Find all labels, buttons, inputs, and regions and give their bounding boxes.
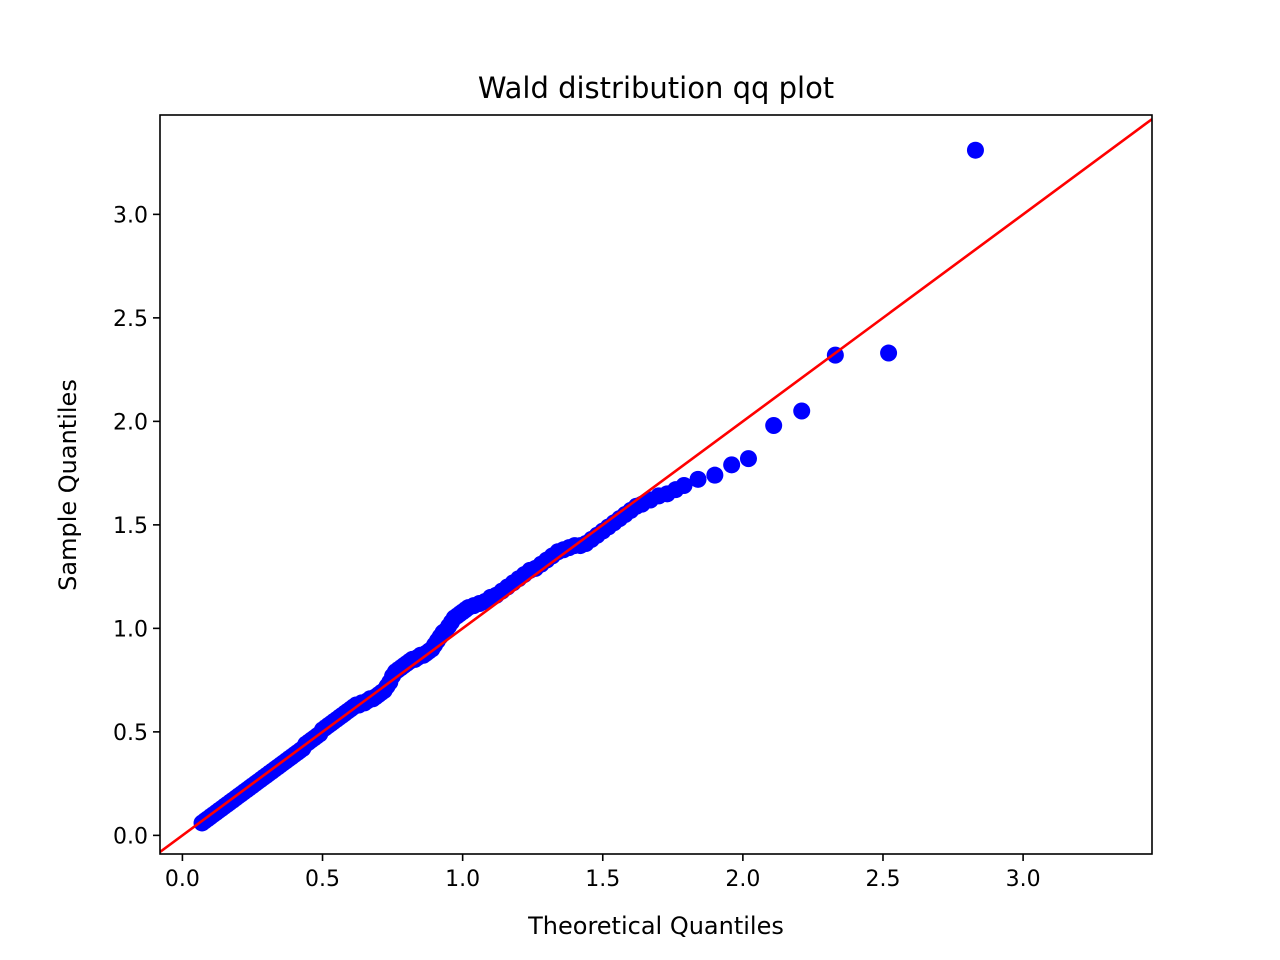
reference-line: [160, 118, 1152, 853]
y-tick-label: 2.5: [113, 307, 148, 332]
data-point: [675, 477, 693, 495]
x-tick-label: 0.0: [165, 867, 200, 892]
y-tick-label: 1.0: [113, 617, 148, 642]
y-tick-label: 0.0: [113, 824, 148, 849]
data-point: [706, 466, 724, 484]
x-axis-label: Theoretical Quantiles: [527, 912, 784, 940]
data-point: [723, 456, 741, 474]
y-tick-label: 3.0: [113, 203, 148, 228]
chart-title: Wald distribution qq plot: [478, 71, 834, 105]
x-tick-label: 3.0: [1006, 867, 1041, 892]
data-point: [739, 450, 757, 468]
x-tick-label: 1.0: [445, 867, 480, 892]
x-axis-ticks: 0.0 0.5 1.0 1.5 2.0 2.5 3.0: [165, 854, 1041, 892]
data-point: [765, 417, 783, 434]
data-point: [966, 141, 984, 159]
x-tick-label: 2.0: [725, 867, 760, 892]
data-point: [880, 344, 898, 362]
y-tick-label: 1.5: [113, 514, 148, 539]
y-axis-ticks: 0.0 0.5 1.0 1.5 2.0 2.5 3.0: [113, 203, 160, 849]
data-point: [793, 402, 811, 420]
plot-frame: [159, 114, 1153, 855]
data-point: [689, 470, 707, 488]
y-tick-label: 2.0: [113, 410, 148, 435]
scatter-points: [193, 141, 984, 832]
x-tick-label: 2.5: [865, 867, 900, 892]
x-tick-label: 1.5: [585, 867, 620, 892]
y-tick-label: 0.5: [113, 721, 148, 746]
x-tick-label: 0.5: [305, 867, 340, 892]
y-axis-label: Sample Quantiles: [54, 379, 82, 591]
